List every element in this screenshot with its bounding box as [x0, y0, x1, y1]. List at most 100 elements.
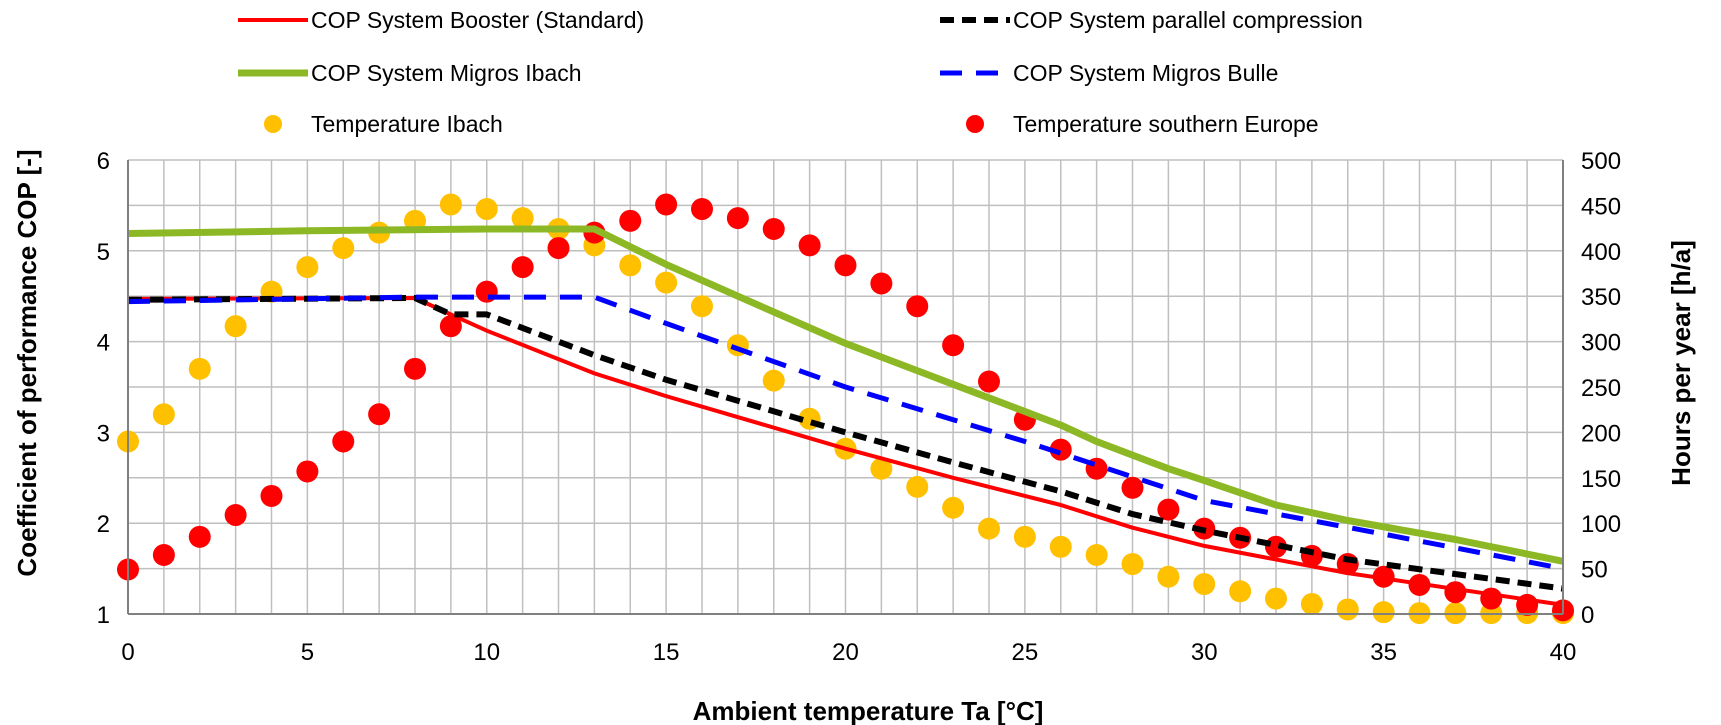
- data-point: [439, 315, 462, 338]
- chart-axes: [127, 160, 1564, 615]
- legend-label: COP System Migros Bulle: [1013, 60, 1278, 86]
- data-point: [798, 234, 821, 257]
- data-point: [834, 254, 857, 277]
- data-point: [978, 517, 1000, 540]
- legend-item: COP System parallel compression: [940, 7, 1363, 33]
- data-point: [978, 370, 1000, 393]
- legend-marker: [966, 115, 984, 133]
- x-tick-label: 40: [1550, 639, 1577, 666]
- data-point: [296, 460, 319, 483]
- y2-tick-label: 250: [1581, 375, 1621, 402]
- legend-label: COP System Migros Ibach: [311, 60, 582, 86]
- data-point: [404, 357, 426, 380]
- legend-label: COP System Booster (Standard): [311, 7, 644, 33]
- data-point: [1157, 498, 1180, 521]
- legend-marker: [264, 115, 282, 133]
- data-point: [1300, 593, 1323, 616]
- y2-tick-label: 400: [1581, 239, 1621, 266]
- y2-axis-title: Hours per year [h/a]: [1666, 240, 1696, 486]
- data-point: [1157, 565, 1180, 588]
- data-point: [619, 209, 642, 232]
- data-point: [762, 369, 785, 392]
- x-tick-label: 0: [121, 639, 134, 666]
- chart-series: [117, 193, 1574, 625]
- y-tick-label: 1: [97, 602, 110, 629]
- data-point: [332, 237, 355, 260]
- data-point: [224, 315, 247, 338]
- x-tick-label: 30: [1191, 639, 1218, 666]
- data-point: [296, 256, 319, 279]
- legend-item: COP System Booster (Standard): [238, 7, 644, 33]
- data-point: [152, 543, 175, 566]
- y-tick-label: 2: [97, 511, 110, 538]
- data-point: [547, 237, 570, 260]
- chart-ticks: 0 5 10 15 20 25 30 35 40 1 2 3 4 5 6 0 50 100 150 200 250 300…: [97, 148, 1621, 666]
- y-tick-label: 4: [97, 330, 110, 357]
- chart-legend: COP System Booster (Standard) COP System …: [238, 7, 1363, 137]
- data-point: [1444, 581, 1467, 604]
- data-point: [224, 504, 247, 527]
- data-point: [691, 295, 713, 318]
- y2-tick-label: 50: [1581, 557, 1608, 584]
- y2-tick-label: 450: [1581, 193, 1621, 220]
- series-line-cop-system-migros-ibach: [127, 225, 1564, 565]
- data-point: [511, 256, 534, 279]
- data-point: [475, 198, 498, 221]
- data-point: [762, 218, 785, 241]
- data-point: [152, 403, 175, 426]
- data-point: [870, 457, 893, 480]
- y2-tick-label: 200: [1581, 420, 1621, 447]
- data-point: [1229, 580, 1252, 603]
- data-point: [655, 271, 678, 294]
- data-point: [260, 484, 283, 507]
- data-point: [188, 525, 211, 548]
- data-point: [368, 403, 391, 426]
- data-point: [1049, 535, 1072, 558]
- data-point: [619, 254, 642, 277]
- x-tick-label: 35: [1370, 639, 1397, 666]
- data-point: [942, 496, 965, 519]
- x-axis-title: Ambient temperature Ta [°C]: [693, 696, 1044, 725]
- data-point: [870, 272, 893, 295]
- data-point: [1121, 476, 1144, 499]
- data-point: [1336, 598, 1359, 621]
- y-tick-label: 3: [97, 420, 110, 447]
- x-tick-label: 5: [301, 639, 314, 666]
- y2-tick-label: 0: [1581, 602, 1594, 629]
- x-tick-label: 25: [1012, 639, 1039, 666]
- data-point: [511, 207, 534, 230]
- legend-label: COP System parallel compression: [1013, 7, 1363, 33]
- data-point: [1193, 573, 1216, 596]
- x-tick-label: 20: [832, 639, 859, 666]
- data-point: [1121, 553, 1144, 576]
- legend-item: Temperature southern Europe: [966, 111, 1319, 137]
- data-point: [906, 295, 929, 318]
- data-point: [942, 334, 965, 357]
- series-temperature-southern-europe: [117, 193, 1574, 622]
- data-point: [332, 430, 355, 453]
- legend-item: Temperature Ibach: [264, 111, 503, 137]
- data-point: [1372, 601, 1395, 624]
- legend-item: COP System Migros Ibach: [238, 60, 582, 86]
- data-point: [188, 357, 211, 380]
- data-point: [691, 198, 713, 221]
- data-point: [726, 207, 749, 230]
- legend-label: Temperature southern Europe: [1013, 111, 1319, 137]
- data-point: [439, 193, 462, 216]
- y2-tick-label: 150: [1581, 466, 1621, 493]
- data-point: [1013, 525, 1036, 548]
- series-line-cop-system-booster-standard: [127, 296, 1564, 607]
- data-point: [1265, 587, 1287, 610]
- data-point: [655, 193, 678, 216]
- y-axis-title: Coefficient of performance COP [-]: [12, 149, 42, 576]
- series-line-cop-system-parallel-compression: [127, 295, 1564, 592]
- series-line-cop-system-migros-bulle: [127, 294, 1564, 572]
- y2-tick-label: 100: [1581, 511, 1621, 538]
- x-tick-label: 10: [473, 639, 500, 666]
- data-point: [1049, 438, 1072, 461]
- x-tick-label: 15: [653, 639, 680, 666]
- y-tick-label: 6: [97, 148, 110, 175]
- y2-tick-label: 350: [1581, 284, 1621, 311]
- legend-label: Temperature Ibach: [311, 111, 503, 137]
